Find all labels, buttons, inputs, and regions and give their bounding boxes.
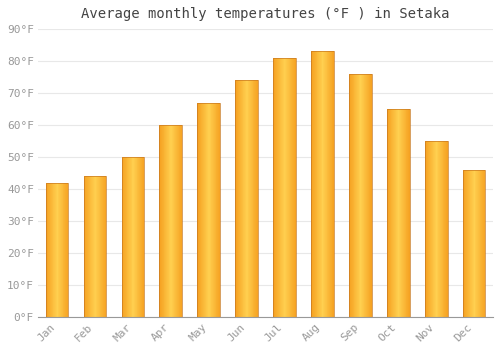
Bar (122, 157, 144, 317)
Bar (160, 125, 182, 317)
Bar (387, 109, 409, 317)
Bar (349, 74, 372, 317)
Bar (425, 141, 448, 317)
Bar (273, 58, 296, 317)
Bar (311, 51, 334, 317)
Title: Average monthly temperatures (°F ) in Setaka: Average monthly temperatures (°F ) in Se… (82, 7, 450, 21)
Bar (84, 176, 106, 317)
Bar (236, 80, 258, 317)
Bar (462, 170, 485, 317)
Bar (198, 103, 220, 317)
Bar (46, 183, 68, 317)
